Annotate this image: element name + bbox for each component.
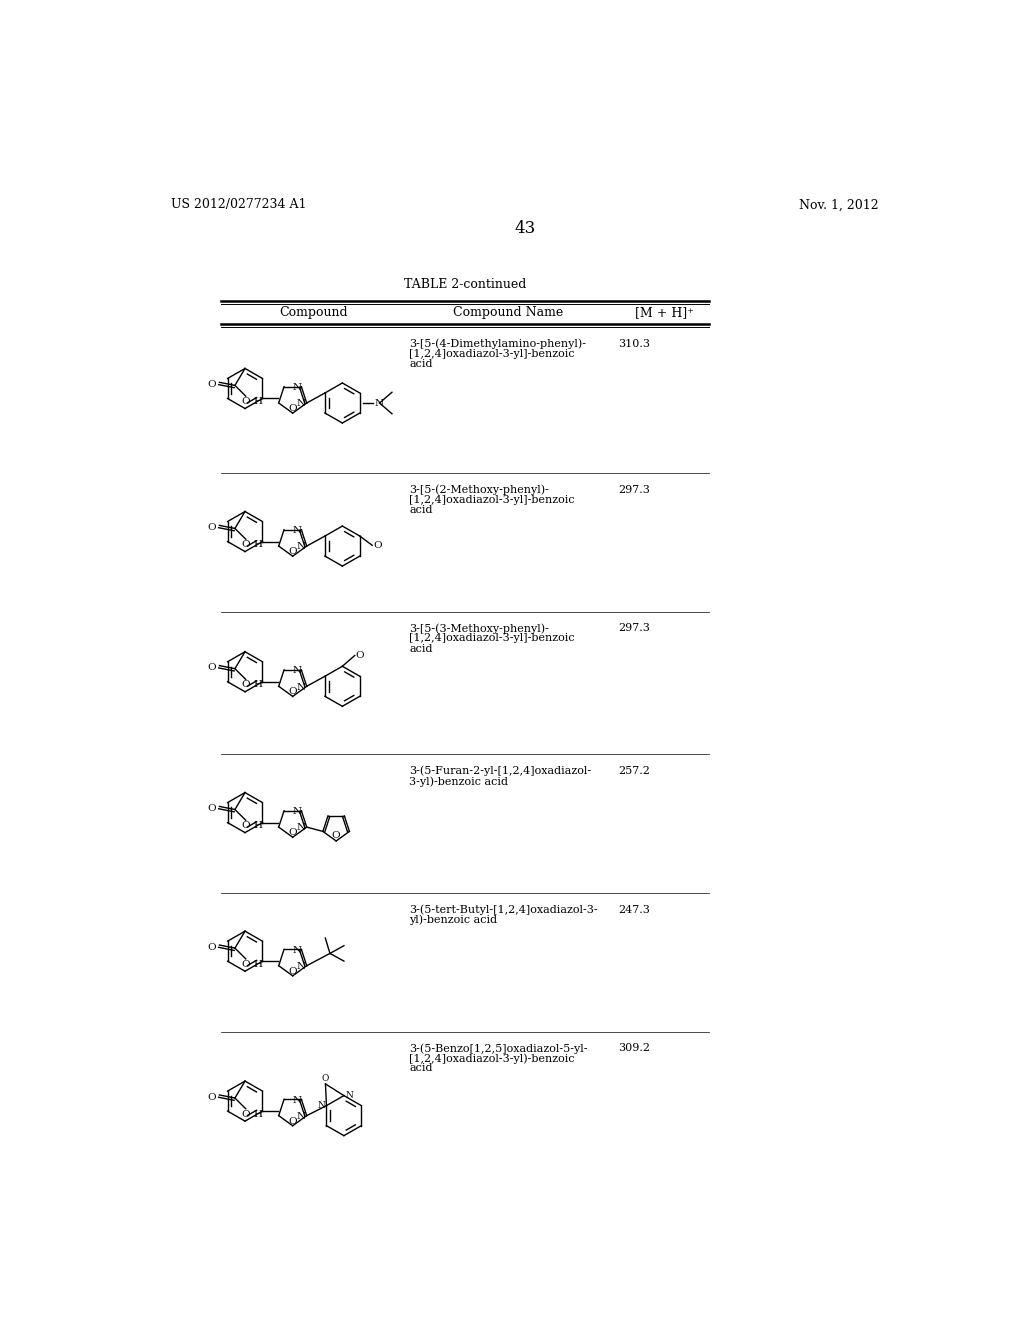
Text: N: N (292, 807, 301, 816)
Text: 309.2: 309.2 (617, 1043, 650, 1053)
Text: 3-(5-Furan-2-yl-[1,2,4]oxadiazol-: 3-(5-Furan-2-yl-[1,2,4]oxadiazol- (410, 766, 592, 776)
Text: [1,2,4]oxadiazol-3-yl]-benzoic: [1,2,4]oxadiazol-3-yl]-benzoic (410, 348, 574, 359)
Text: acid: acid (410, 644, 433, 653)
Text: H: H (254, 821, 262, 830)
Text: 247.3: 247.3 (617, 904, 649, 915)
Text: N: N (292, 667, 301, 676)
Text: O: O (242, 821, 250, 830)
Text: 257.2: 257.2 (617, 766, 649, 776)
Text: TABLE 2-continued: TABLE 2-continued (403, 277, 526, 290)
Text: N: N (297, 682, 306, 692)
Text: O: O (289, 966, 297, 975)
Text: O: O (289, 546, 297, 556)
Text: O: O (242, 397, 250, 407)
Text: O: O (289, 404, 297, 413)
Text: O: O (208, 1093, 216, 1102)
Text: O: O (373, 541, 382, 550)
Text: US 2012/0277234 A1: US 2012/0277234 A1 (171, 198, 306, 211)
Text: Nov. 1, 2012: Nov. 1, 2012 (799, 198, 879, 211)
Text: O: O (332, 832, 340, 840)
Text: 3-(5-Benzo[1,2,5]oxadiazol-5-yl-: 3-(5-Benzo[1,2,5]oxadiazol-5-yl- (410, 1043, 588, 1053)
Text: N: N (297, 399, 306, 408)
Text: Compound Name: Compound Name (453, 306, 563, 319)
Text: O: O (355, 651, 365, 660)
Text: 3-[5-(3-Methoxy-phenyl)-: 3-[5-(3-Methoxy-phenyl)- (410, 623, 549, 634)
Text: yl)-benzoic acid: yl)-benzoic acid (410, 915, 498, 925)
Text: O: O (208, 942, 216, 952)
Text: 310.3: 310.3 (617, 339, 650, 348)
Text: O: O (242, 1110, 250, 1118)
Text: 3-[5-(2-Methoxy-phenyl)-: 3-[5-(2-Methoxy-phenyl)- (410, 484, 549, 495)
Text: O: O (208, 664, 216, 672)
Text: acid: acid (410, 1063, 433, 1073)
Text: acid: acid (410, 359, 433, 368)
Text: N: N (292, 383, 301, 392)
Text: O: O (242, 680, 250, 689)
Text: H: H (254, 680, 262, 689)
Text: O: O (289, 688, 297, 696)
Text: O: O (322, 1074, 329, 1082)
Text: H: H (254, 397, 262, 407)
Text: O: O (242, 540, 250, 549)
Text: Compound: Compound (280, 306, 348, 319)
Text: H: H (254, 960, 262, 969)
Text: N: N (374, 399, 383, 408)
Text: N: N (292, 1096, 301, 1105)
Text: O: O (208, 523, 216, 532)
Text: N: N (292, 945, 301, 954)
Text: 297.3: 297.3 (617, 623, 649, 634)
Text: N: N (297, 1111, 306, 1121)
Text: O: O (242, 960, 250, 969)
Text: 43: 43 (514, 220, 536, 238)
Text: O: O (289, 1117, 297, 1126)
Text: N: N (292, 525, 301, 535)
Text: [M + H]⁺: [M + H]⁺ (635, 306, 693, 319)
Text: N: N (297, 962, 306, 972)
Text: N: N (345, 1092, 353, 1100)
Text: 3-[5-(4-Dimethylamino-phenyl)-: 3-[5-(4-Dimethylamino-phenyl)- (410, 339, 587, 350)
Text: N: N (317, 1101, 325, 1110)
Text: 3-yl)-benzoic acid: 3-yl)-benzoic acid (410, 776, 508, 787)
Text: 3-(5-tert-Butyl-[1,2,4]oxadiazol-3-: 3-(5-tert-Butyl-[1,2,4]oxadiazol-3- (410, 904, 598, 915)
Text: O: O (289, 828, 297, 837)
Text: [1,2,4]oxadiazol-3-yl]-benzoic: [1,2,4]oxadiazol-3-yl]-benzoic (410, 495, 574, 504)
Text: O: O (208, 380, 216, 389)
Text: H: H (254, 1110, 262, 1118)
Text: [1,2,4]oxadiazol-3-yl]-benzoic: [1,2,4]oxadiazol-3-yl]-benzoic (410, 634, 574, 643)
Text: H: H (254, 540, 262, 549)
Text: O: O (208, 804, 216, 813)
Text: 297.3: 297.3 (617, 484, 649, 495)
Text: N: N (297, 543, 306, 552)
Text: N: N (297, 824, 306, 833)
Text: acid: acid (410, 506, 433, 515)
Text: [1,2,4]oxadiazol-3-yl)-benzoic: [1,2,4]oxadiazol-3-yl)-benzoic (410, 1053, 574, 1064)
